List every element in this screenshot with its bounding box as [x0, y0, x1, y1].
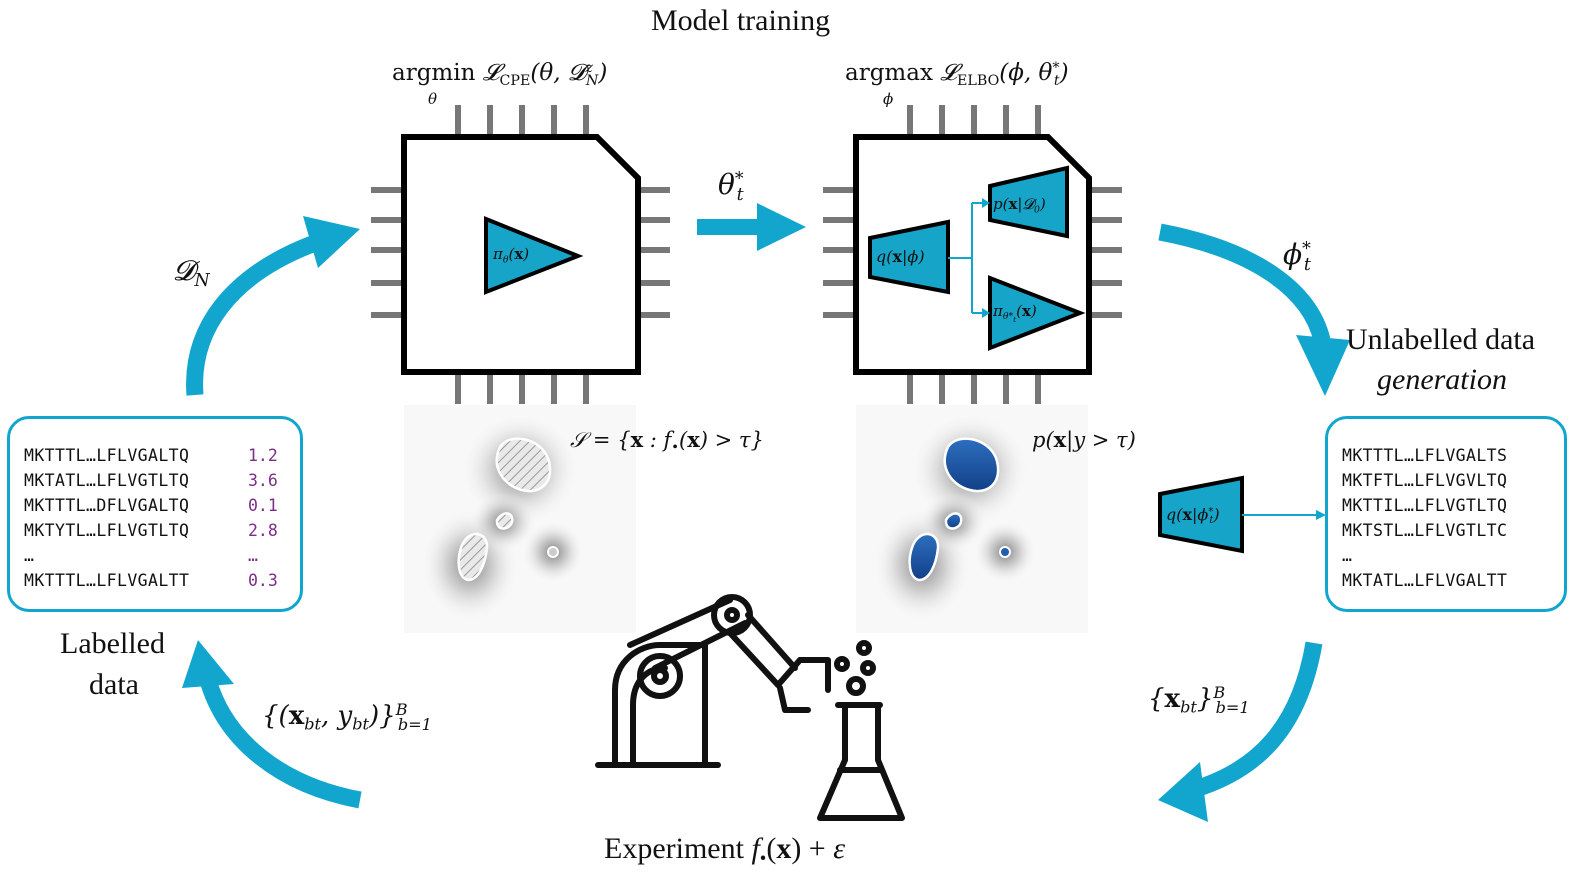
dn-arrow-head [303, 216, 360, 268]
feasible-region-dot [547, 546, 559, 558]
generator-label: q(x|ϕ*t) [1166, 505, 1220, 527]
right-chip-objective: argmax 𝓛ELBO(ϕ, θ*t) [845, 60, 1069, 89]
left-chip [371, 105, 670, 404]
unlabelled-batch-label: {xbt}Bb=1 [1148, 683, 1250, 717]
phi-arrow-arc [1158, 223, 1331, 343]
left-model-triangle [484, 216, 584, 295]
list-item: 2.8 [248, 521, 278, 540]
dataset-label: 𝓓N [173, 254, 210, 292]
list-item: MKTTTL…LFLVGALTT [24, 571, 190, 590]
feasible-region-main [495, 437, 552, 493]
flask-icon [817, 640, 905, 821]
posterior-region-small [944, 512, 963, 530]
theta-arrow-head [757, 203, 806, 251]
model-training-title: Model training [651, 4, 831, 37]
phi-star-label: ϕ*t [1283, 238, 1311, 276]
list-item: MKTYTL…LFLVGTLTQ [24, 521, 190, 540]
right-decoder-prior-label: p(x|𝓓0) [993, 195, 1046, 216]
unlabelled-title-line1: Unlabelled data [1346, 323, 1536, 356]
list-item: MKTTTL…LFLVGALTS [1342, 446, 1508, 465]
labelled-sequence-list: MKTTTL…LFLVGALTQ MKTATL…LFLVGTLTQ MKTTTL… [24, 443, 189, 593]
unlabelled-data-box: MKTTTL…LFLVGALTS MKTFTL…LFLVGVLTQ MKTTIL… [1325, 416, 1567, 612]
left-density-panel [404, 405, 636, 633]
experiment-title: Experiment f•(x) + ε [604, 832, 846, 870]
cycle-arrows [182, 203, 1350, 822]
left-chip-objective: argmin 𝓛CPE(θ, 𝓓zN) [392, 60, 608, 89]
right-chip [823, 105, 1122, 404]
left-model-label: πθ(x) [493, 245, 530, 266]
unlabelled-sequence-list: MKTTTL…LFLVGALTS MKTFTL…LFLVGVLTQ MKTTIL… [1342, 443, 1507, 593]
connector-arrowhead-top [982, 198, 990, 208]
connector-arrowhead-bottom [982, 308, 990, 318]
posterior-region-lower [908, 532, 940, 582]
list-item: 0.1 [248, 496, 278, 515]
robot-arm-icon [595, 594, 831, 768]
generator-arrowhead [1316, 510, 1326, 520]
unlabelled-batch-arrow-head [1158, 762, 1208, 822]
right-chip-objective-subscript: ϕ [883, 90, 894, 108]
labelled-title-line1: Labelled [60, 627, 165, 660]
posterior-region-dot [999, 546, 1011, 558]
theta-arrow-shaft [697, 219, 759, 235]
right-decoder-policy-label: πθ*t(x) [993, 302, 1037, 325]
labelled-title-line2: data [89, 668, 139, 701]
labelled-batch-arrow-arc [199, 677, 362, 809]
theta-star-label: θ*t [718, 168, 744, 206]
conditional-density-label: p(x|y > τ) [1032, 427, 1136, 452]
right-density-panel [856, 405, 1088, 633]
unlabelled-batch-arrow-arc [1189, 641, 1323, 799]
list-item: … [248, 546, 258, 565]
left-chip-objective-subscript: θ [428, 90, 438, 108]
right-encoder-label: q(x|ϕ) [876, 247, 925, 266]
list-item: … [1342, 546, 1353, 565]
generator [1158, 475, 1326, 554]
list-item: 0.3 [248, 571, 278, 590]
right-decoder-prior-trapezoid [988, 165, 1069, 239]
labelled-batch-label: {(xbt, ybt)}Bb=1 [262, 700, 432, 734]
left-chip-pins [371, 105, 670, 404]
list-item: MKTATL…LFLVGTLTQ [24, 471, 190, 490]
right-chip-pins [823, 105, 1122, 404]
feasible-region-lower [457, 532, 489, 582]
list-item: 3.6 [248, 471, 278, 490]
phi-arrow-head [1296, 335, 1350, 396]
list-item: MKTATL…LFLVGALTT [1342, 571, 1508, 590]
generator-trapezoid [1158, 475, 1244, 554]
list-item: MKTTTL…DFLVGALTQ [24, 496, 190, 515]
list-item: MKTFTL…LFLVGVLTQ [1342, 471, 1508, 490]
list-item: MKTTIL…LFLVGTLTQ [1342, 496, 1508, 515]
dn-arrow-arc [186, 235, 318, 396]
labelled-value-list: 1.2 3.6 0.1 2.8 … 0.3 [248, 443, 278, 593]
list-item: MKTSTL…LFLVGTLTC [1342, 521, 1508, 540]
list-item: … [24, 546, 35, 565]
list-item: MKTTTL…LFLVGALTQ [24, 446, 190, 465]
labelled-batch-arrow-head [182, 640, 234, 688]
list-item: 1.2 [248, 446, 278, 465]
feasible-region-small [495, 512, 514, 530]
feasible-set-label: 𝒮 = {x : f•(x) > τ} [570, 427, 764, 456]
unlabelled-title-line2: generation [1377, 363, 1507, 396]
posterior-region-main [943, 437, 1000, 493]
labelled-data-box: MKTTTL…LFLVGALTQ MKTATL…LFLVGTLTQ MKTTTL… [7, 416, 303, 612]
right-encoder-trapezoid [868, 219, 950, 295]
